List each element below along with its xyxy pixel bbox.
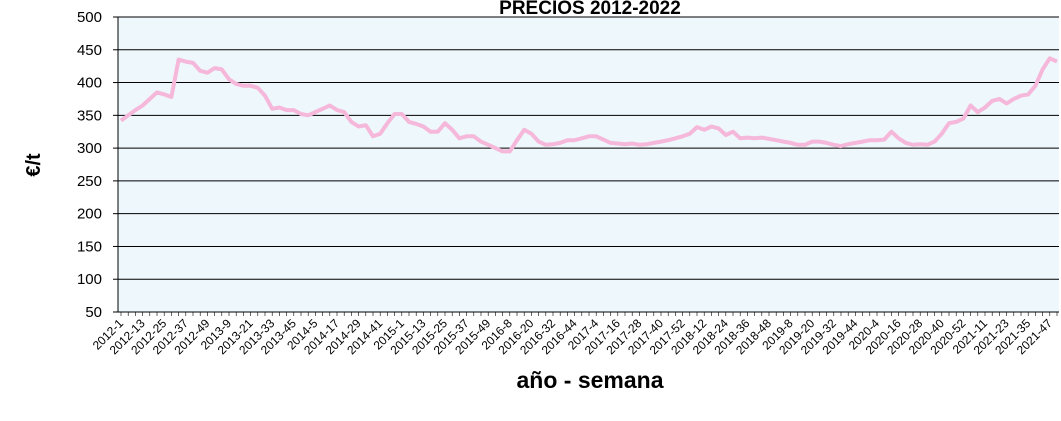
- y-tick-label: 450: [77, 42, 102, 59]
- y-tick-label: 100: [77, 271, 102, 288]
- chart-title: PRECIOS 2012-2022: [499, 0, 681, 19]
- y-tick-label: 50: [85, 304, 102, 321]
- y-tick-label: 150: [77, 238, 102, 255]
- y-tick-label: 500: [77, 9, 102, 26]
- x-axis-label: año - semana: [517, 367, 664, 393]
- y-axis-label: €/t: [23, 153, 45, 177]
- plot-area: [118, 17, 1059, 312]
- y-tick-label: 300: [77, 140, 102, 157]
- y-tick-label: 200: [77, 206, 102, 223]
- price-line: [119, 56, 1058, 154]
- y-tick-label: 250: [77, 173, 102, 190]
- y-tick-label: 350: [77, 107, 102, 124]
- y-tick-label: 400: [77, 75, 102, 92]
